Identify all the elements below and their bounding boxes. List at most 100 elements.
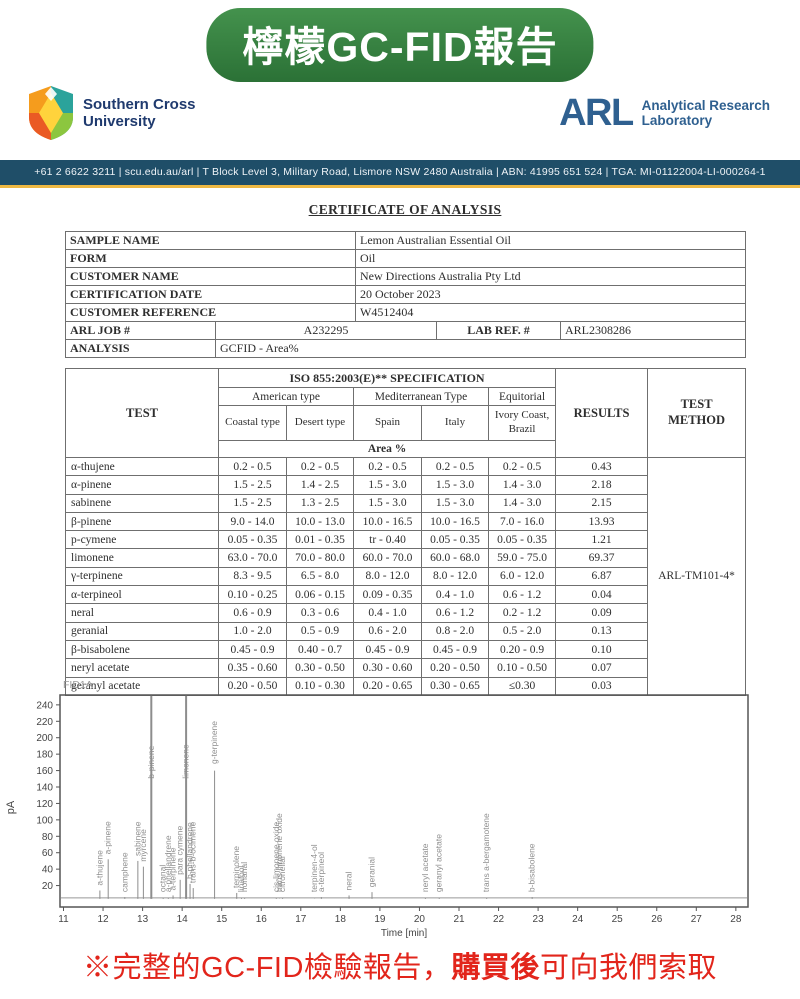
spec-header-row-2: American type Mediterranean Type Equitor… <box>66 387 746 406</box>
job-row: ARL JOB # A232295 LAB REF. # ARL2308286 <box>65 321 747 340</box>
spec-row: geranial 1.0 - 2.0 0.5 - 0.9 0.6 - 2.0 0.8 -… <box>65 621 746 641</box>
peak-label: trans a-bergamotene <box>481 813 491 892</box>
spec-desert: 0.30 - 0.50 <box>286 658 354 678</box>
spec-test-name: β-bisabolene <box>65 639 219 660</box>
peak-label: a-terpineol <box>316 852 326 892</box>
spec-test-name: geranial <box>65 621 219 641</box>
spec-row: α-pinene 1.5 - 2.5 1.4 - 2.5 1.5 - 3.0 1.5 -… <box>65 475 746 495</box>
spec-equitorial: 1.4 - 3.0 <box>487 475 557 495</box>
spec-row: limonene 63.0 - 70.0 70.0 - 80.0 60.0 - 70.… <box>65 548 746 568</box>
info-row: CERTIFICATION DATE 20 October 2023 <box>64 285 747 304</box>
spec-table: TEST ISO 855:2003(E)** SPECIFICATION RES… <box>65 368 747 696</box>
group-header-american: American type <box>218 387 354 406</box>
spec-result: 0.09 <box>555 603 649 623</box>
certificate-title: CERTIFICATE OF ANALYSIS <box>308 202 502 217</box>
arl-job-label: ARL JOB # <box>65 321 216 340</box>
spec-coastal: 1.5 - 2.5 <box>218 475 287 495</box>
x-tick-label: 15 <box>216 914 228 925</box>
y-tick-label: 120 <box>36 799 53 810</box>
spec-row: neryl acetate 0.35 - 0.60 0.30 - 0.50 0.30 … <box>65 658 746 678</box>
spec-spain: 10.0 - 16.5 <box>353 511 422 532</box>
spec-coastal: 0.45 - 0.9 <box>218 639 287 660</box>
spec-italy: 8.0 - 12.0 <box>421 566 489 587</box>
y-tick-label: 220 <box>36 717 53 728</box>
peak-label: g-terpinene <box>209 721 219 764</box>
report-title: 檸檬GC-FID報告 <box>242 24 558 70</box>
spec-coastal: 0.6 - 0.9 <box>218 603 287 623</box>
peak-label: octanal <box>158 865 168 893</box>
x-tick-label: 23 <box>533 914 545 925</box>
spec-result: 0.13 <box>555 621 649 641</box>
spec-desert: 6.5 - 8.0 <box>286 566 354 587</box>
lab-ref-label: LAB REF. # <box>436 321 562 340</box>
info-label: CERTIFICATION DATE <box>64 285 357 304</box>
peak-label: a-phellandrene <box>163 835 173 892</box>
spec-equitorial: ≤0.30 <box>487 676 557 696</box>
logo-row: Southern Cross University ARL Analytical… <box>28 85 770 141</box>
spec-row: α-terpineol 0.10 - 0.25 0.06 - 0.15 0.09 - … <box>65 585 746 605</box>
spec-coastal: 0.10 - 0.25 <box>218 585 287 605</box>
spec-spain: tr - 0.40 <box>353 530 422 550</box>
spec-desert: 1.4 - 2.5 <box>286 475 354 495</box>
spec-result: 2.15 <box>555 493 649 513</box>
analysis-row: ANALYSIS GCFID - Area% <box>65 339 747 358</box>
spec-result: 69.37 <box>555 548 649 568</box>
spec-italy: 60.0 - 68.0 <box>421 548 489 568</box>
spec-desert: 70.0 - 80.0 <box>286 548 354 568</box>
spec-desert: 1.3 - 2.5 <box>286 493 354 513</box>
spec-coastal: 0.05 - 0.35 <box>218 530 287 550</box>
footer-note: ※完整的GC-FID檢驗報告，購買後可向我們索取 <box>0 944 800 986</box>
spec-spain: 8.0 - 12.0 <box>353 566 422 587</box>
scu-logo-text: Southern Cross University <box>83 96 196 131</box>
arl-logo-line1: Analytical Research <box>641 97 770 113</box>
scu-logo-line1: Southern Cross <box>83 95 196 113</box>
x-tick-label: 13 <box>137 914 149 925</box>
spec-test-name: γ-terpinene <box>65 566 219 587</box>
arl-logo-line2: Laboratory <box>641 113 713 129</box>
spec-equitorial: 0.10 - 0.50 <box>487 658 557 678</box>
spec-test-name: α-thujene <box>65 456 219 477</box>
scu-shield-icon <box>29 86 73 140</box>
spec-test-name: α-terpineol <box>65 585 219 605</box>
spec-row: sabinene 1.5 - 2.5 1.3 - 2.5 1.5 - 3.0 1.5 -… <box>65 493 746 513</box>
group-header-mediterranean: Mediterranean Type <box>353 387 489 406</box>
spec-equitorial: 0.20 - 0.9 <box>487 639 557 660</box>
spec-spain: 0.45 - 0.9 <box>353 639 422 660</box>
lab-ref-value: ARL2308286 <box>560 321 747 340</box>
info-value: 20 October 2023 <box>355 285 747 304</box>
info-row: CUSTOMER REFERENCE W4512404 <box>64 303 747 322</box>
spec-italy: 1.5 - 3.0 <box>421 493 489 513</box>
x-tick-label: 16 <box>256 914 268 925</box>
col-header-test: TEST <box>65 368 219 458</box>
y-tick-label: 160 <box>36 766 53 777</box>
spec-row: neral 0.6 - 0.9 0.3 - 0.6 0.4 - 1.0 0.6 - 1.… <box>65 603 746 623</box>
x-tick-label: 28 <box>730 914 742 925</box>
chart-title: FID1A <box>63 679 93 691</box>
spec-coastal: 8.3 - 9.5 <box>218 566 287 587</box>
peak-label: b-phellandrene <box>185 822 195 879</box>
analysis-value: GCFID - Area% <box>214 339 747 358</box>
peak-label: b-pinene <box>146 745 156 778</box>
col-header-results: RESULTS <box>555 368 649 458</box>
y-tick-label: 20 <box>42 881 54 892</box>
y-axis-label: pA <box>5 800 17 814</box>
x-tick-label: 25 <box>612 914 624 925</box>
spec-row: p-cymene 0.05 - 0.35 0.01 - 0.35 tr - 0.40 0… <box>65 530 746 550</box>
spec-test-name: p-cymene <box>65 530 219 550</box>
x-tick-label: 14 <box>177 914 189 925</box>
x-axis-label: Time [min] <box>381 928 428 939</box>
spec-coastal: 0.2 - 0.5 <box>218 456 287 477</box>
spec-result: 6.87 <box>555 566 649 587</box>
info-row: CUSTOMER NAME New Directions Australia Pt… <box>64 267 747 286</box>
peak-label: a-pinene <box>103 821 113 854</box>
col-header-method: TEST METHOD <box>647 368 747 458</box>
spec-italy: 0.4 - 1.0 <box>421 585 489 605</box>
spec-italy: 0.45 - 0.9 <box>421 639 489 660</box>
spec-equitorial: 0.2 - 1.2 <box>487 603 557 623</box>
spec-desert: 10.0 - 13.0 <box>286 511 354 532</box>
footer-note-bold: 購買後 <box>451 952 540 984</box>
report-title-banner: 檸檬GC-FID報告 <box>206 8 594 82</box>
arl-job-value: A232295 <box>214 321 438 340</box>
spec-desert: 0.40 - 0.7 <box>286 639 354 660</box>
